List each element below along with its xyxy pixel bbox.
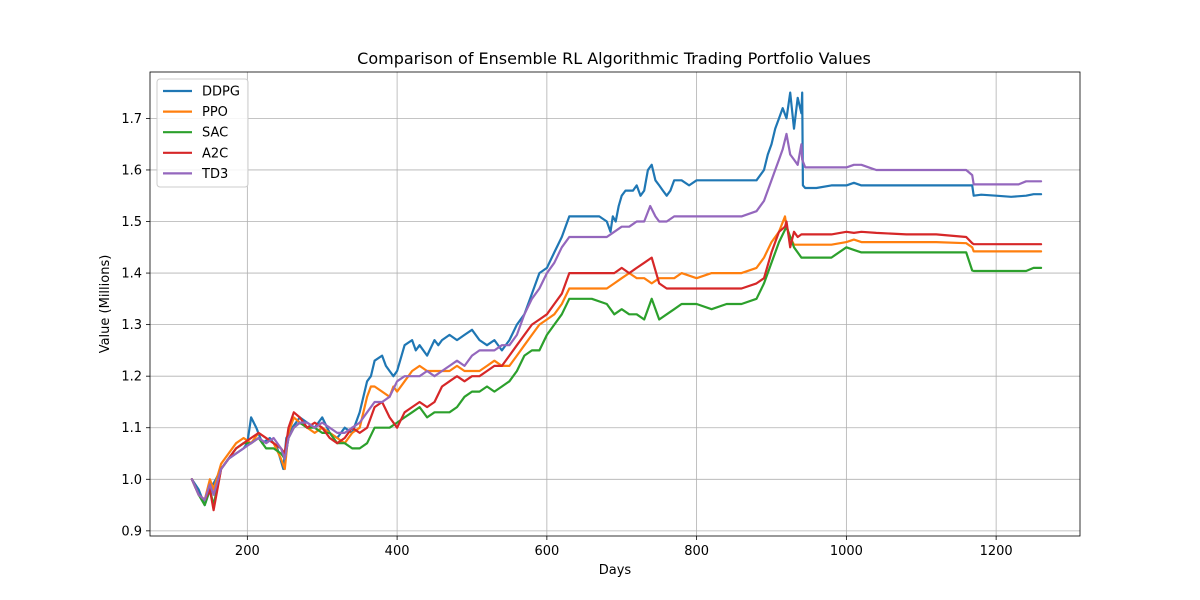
y-tick-label: 0.9 xyxy=(121,524,142,539)
y-tick-label: 1.7 xyxy=(121,112,142,127)
x-tick-label: 400 xyxy=(385,544,410,559)
legend-label-td3: TD3 xyxy=(201,167,228,182)
y-tick-label: 1.6 xyxy=(121,163,142,178)
series-line-sac xyxy=(190,225,1043,507)
grid xyxy=(150,72,1080,536)
x-tick-label: 1200 xyxy=(980,544,1013,559)
series-line-ppo xyxy=(190,215,1043,501)
x-axis: 200 400 600 800 1000 1200 xyxy=(235,536,1013,559)
series-line-ddpg xyxy=(190,91,1043,507)
x-tick-label: 1000 xyxy=(830,544,863,559)
x-tick-label: 800 xyxy=(684,544,709,559)
y-tick-label: 1.3 xyxy=(121,318,142,333)
y-tick-label: 1.2 xyxy=(121,370,142,385)
legend-label-a2c: A2C xyxy=(202,146,228,161)
y-tick-label: 1.0 xyxy=(121,473,142,488)
series-line-a2c xyxy=(190,220,1043,512)
x-tick-label: 600 xyxy=(534,544,559,559)
legend-label-ppo: PPO xyxy=(202,105,228,120)
y-tick-label: 1.1 xyxy=(121,421,142,436)
x-tick-label: 200 xyxy=(235,544,260,559)
legend-box xyxy=(156,78,249,188)
y-axis: 0.9 1.0 1.1 1.2 1.3 1.4 1.5 1.6 1.7 xyxy=(121,112,150,539)
y-axis-label: Value (Millions) xyxy=(98,255,113,354)
legend: DDPG PPO SAC A2C TD3 xyxy=(156,78,249,188)
chart-title: Comparison of Ensemble RL Algorithmic Tr… xyxy=(357,49,871,68)
x-axis-label: Days xyxy=(599,563,632,578)
legend-label-sac: SAC xyxy=(202,126,228,141)
plot-frame xyxy=(149,71,1081,537)
legend-label-ddpg: DDPG xyxy=(202,85,240,100)
series-line-td3 xyxy=(190,132,1043,501)
y-tick-label: 1.4 xyxy=(121,267,142,282)
y-tick-label: 1.5 xyxy=(121,215,142,230)
series-layer xyxy=(190,91,1043,512)
